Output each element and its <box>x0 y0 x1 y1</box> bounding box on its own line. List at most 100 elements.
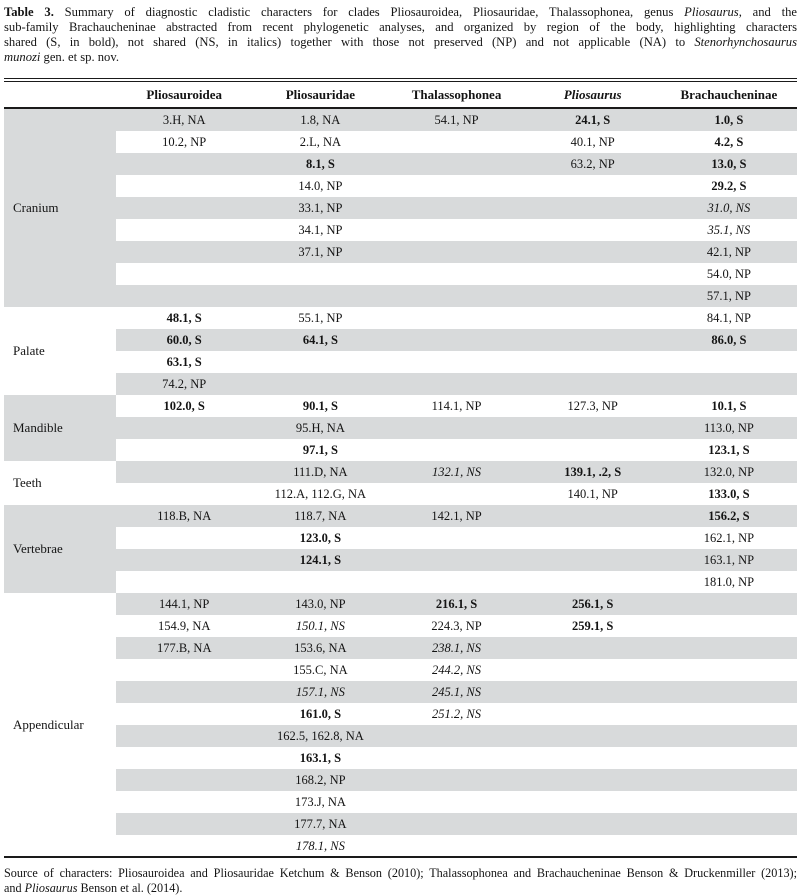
cell-value: 74.2, NP <box>162 376 207 391</box>
table-cell <box>388 813 525 835</box>
cell-value: 90.1, S <box>302 398 338 413</box>
table-row: 33.1, NP 31.0, NS <box>4 197 797 219</box>
cell-value: 127.3, NP <box>567 398 618 413</box>
table-cell: 84.1, NP <box>661 307 797 329</box>
table-cell <box>116 175 252 197</box>
table-cell: 10.2, NP <box>116 131 252 153</box>
table-cell: 251.2, NS <box>388 703 524 725</box>
table-cell: 54.1, NP <box>388 108 525 131</box>
column-header-brachaucheninae: Brachaucheninae <box>660 82 797 109</box>
table-cell <box>660 373 797 395</box>
table-top-rule <box>4 78 797 82</box>
table-row: 10.2, NP 2.L, NA 40.1, NP 4.2, S <box>4 131 797 153</box>
group-label-vertebrae: Vertebrae <box>4 505 117 593</box>
footnote-line-segment: and <box>4 881 25 895</box>
table-cell <box>116 483 252 505</box>
cell-value: 95.H, NA <box>295 420 345 435</box>
table-cell <box>660 769 797 791</box>
table-cell: 140.1, NP <box>525 483 661 505</box>
table-cell: 31.0, NS <box>660 197 797 219</box>
table-cell <box>525 791 661 813</box>
cell-value: 86.0, S <box>711 332 747 347</box>
table-cell: 42.1, NP <box>660 241 797 263</box>
table-cell <box>252 351 388 373</box>
table-cell <box>660 593 797 615</box>
table-cell: 8.1, S <box>252 153 389 175</box>
cell-value: 112.A, 112.G, NA <box>274 486 367 501</box>
footnote-line: and Pliosaurus Benson et al. (2014). <box>4 881 797 896</box>
table-cell: 256.1, S <box>524 593 661 615</box>
table-cell <box>116 285 253 307</box>
table-cell: 4.2, S <box>661 131 797 153</box>
table-row: 177.7, NA <box>4 813 797 835</box>
table-cell <box>388 483 524 505</box>
cell-value: 139.1, .2, S <box>564 464 622 479</box>
table-row: 63.1, S <box>4 351 797 373</box>
table-cell <box>525 351 661 373</box>
table-cell: 216.1, S <box>388 593 525 615</box>
table-cell: 74.2, NP <box>116 373 253 395</box>
cell-value: 142.1, NP <box>431 508 482 523</box>
cell-value: 48.1, S <box>166 310 202 325</box>
table-cell <box>388 197 525 219</box>
table-cell <box>388 439 524 461</box>
caption-line: Table 3. Summary of diagnostic cladistic… <box>4 5 797 20</box>
table-cell <box>525 219 661 241</box>
caption-line-segment: munozi <box>4 50 41 64</box>
table-cell <box>525 439 661 461</box>
table-cell: 40.1, NP <box>525 131 661 153</box>
table-cell: 144.1, NP <box>116 593 253 615</box>
table-cell <box>525 263 661 285</box>
cell-value: 251.2, NS <box>432 706 482 721</box>
table-cell: 95.H, NA <box>252 417 389 439</box>
table-row: 54.0, NP <box>4 263 797 285</box>
table-cell: 133.0, S <box>661 483 797 505</box>
caption-line: sub-family Brachaucheninae abstracted fr… <box>4 20 797 35</box>
cell-value: 244.2, NS <box>432 662 482 677</box>
caption-line: munozi gen. et sp. nov. <box>4 50 797 65</box>
table-cell <box>524 681 661 703</box>
table-cell: 168.2, NP <box>252 769 389 791</box>
table-cell <box>388 153 525 175</box>
table-cell <box>388 791 524 813</box>
cell-value: 42.1, NP <box>706 244 751 259</box>
cell-value: 29.2, S <box>711 178 747 193</box>
table-row: 37.1, NP 42.1, NP <box>4 241 797 263</box>
cell-value: 245.1, NS <box>432 684 482 699</box>
group-label-cranium: Cranium <box>4 108 117 307</box>
table-cell <box>388 351 524 373</box>
table-cell: 60.0, S <box>116 329 253 351</box>
table-cell: 34.1, NP <box>252 219 388 241</box>
table-cell <box>525 175 661 197</box>
table-cell <box>252 285 389 307</box>
table-cell <box>661 703 797 725</box>
table-row: 97.1, S 123.1, S <box>4 439 797 461</box>
cell-value: 31.0, NS <box>707 200 751 215</box>
table-cell: 10.1, S <box>661 395 797 417</box>
table-cell <box>116 571 252 593</box>
cell-value: 161.0, S <box>299 706 342 721</box>
table-cell: 139.1, .2, S <box>524 461 661 483</box>
table-cell: 57.1, NP <box>660 285 797 307</box>
cell-value: 163.1, NP <box>703 552 755 567</box>
column-header-thalassophonea: Thalassophonea <box>388 82 525 109</box>
table-cell: 224.3, NP <box>388 615 524 637</box>
table-cell: 90.1, S <box>252 395 388 417</box>
table-row: 8.1, S 63.2, NP 13.0, S <box>4 153 797 175</box>
cell-value: 8.1, S <box>305 156 335 171</box>
table-cell: 1.8, NA <box>252 108 389 131</box>
table-cell: 114.1, NP <box>388 395 524 417</box>
table-cell <box>660 725 797 747</box>
table-cell <box>116 725 253 747</box>
cell-value: 2.L, NA <box>299 134 342 149</box>
cell-value: 57.1, NP <box>706 288 751 303</box>
table-cell <box>388 219 524 241</box>
table-cell <box>116 703 252 725</box>
table-cell: 127.3, NP <box>525 395 661 417</box>
table-row: Vertebrae 118.B, NA 118.7, NA 142.1, NP 156.… <box>4 505 797 593</box>
table-row: Teeth 111.D, NA 132.1, NS 139.1, .2, S 132.0… <box>4 461 797 490</box>
table-cell <box>116 527 252 549</box>
cell-value: 156.2, S <box>708 508 750 523</box>
table-cell <box>116 747 252 769</box>
